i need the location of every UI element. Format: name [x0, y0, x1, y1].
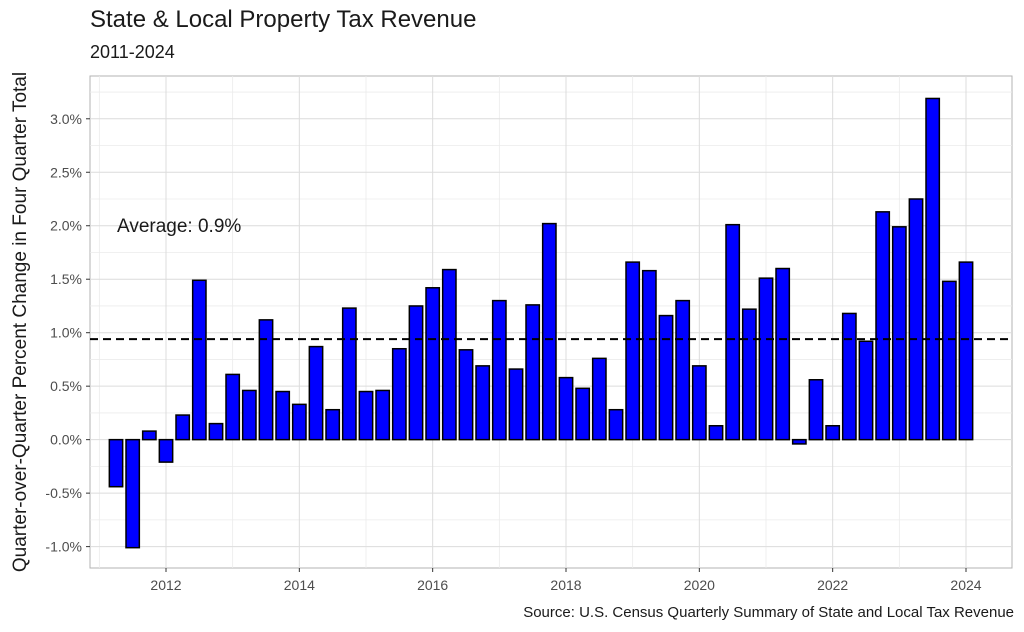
- bar: [575, 387, 591, 441]
- bar: [891, 226, 907, 441]
- bar: [875, 211, 891, 441]
- bar: [208, 422, 224, 441]
- bar: [341, 307, 357, 441]
- bar: [758, 277, 774, 441]
- y-tick-label: 1.0%: [50, 325, 82, 341]
- bar: [125, 438, 141, 549]
- bar: [308, 345, 324, 441]
- bar: [108, 438, 124, 488]
- x-tick-label: 2020: [684, 577, 715, 593]
- bar: [258, 319, 274, 441]
- bar: [391, 347, 407, 441]
- bar: [941, 280, 957, 441]
- bar: [408, 305, 424, 441]
- bar: [141, 430, 157, 441]
- bar: [775, 267, 791, 441]
- bar: [858, 340, 874, 441]
- x-tick-label: 2012: [150, 577, 181, 593]
- x-tick-label: 2022: [817, 577, 848, 593]
- x-tick-label: 2024: [950, 577, 981, 593]
- y-tick-label: 2.5%: [50, 164, 82, 180]
- bar: [608, 408, 624, 441]
- bar: [291, 403, 307, 441]
- bar: [375, 389, 391, 441]
- x-tick-label: 2016: [417, 577, 448, 593]
- bar: [425, 287, 441, 441]
- bar: [658, 314, 674, 441]
- bar: [241, 389, 257, 441]
- y-tick-label: -1.0%: [45, 539, 82, 555]
- bar: [691, 365, 707, 441]
- bar: [458, 349, 474, 441]
- source-caption: Source: U.S. Census Quarterly Summary of…: [523, 604, 1014, 621]
- bar: [741, 308, 757, 441]
- bar: [841, 312, 857, 441]
- bar: [158, 438, 174, 463]
- bar: [358, 390, 374, 441]
- bar: [675, 299, 691, 441]
- bar: [491, 299, 507, 441]
- bar: [625, 261, 641, 441]
- y-axis-ticks: -1.0% -0.5% 0.0% 0.5% 1.0% 1.5% 2.0% 2.5% 3.0%: [45, 111, 90, 555]
- chart-subtitle: 2011-2024: [90, 42, 175, 62]
- y-axis-label: Quarter-over-Quarter Percent Change in F…: [10, 72, 31, 572]
- bar: [475, 365, 491, 441]
- bar: [641, 269, 657, 441]
- bar: [925, 97, 941, 441]
- x-axis-ticks: 2012 2014 2016 2018 2020 2022 2024: [150, 568, 982, 593]
- x-tick-label: 2018: [550, 577, 581, 593]
- x-tick-label: 2014: [284, 577, 315, 593]
- bar: [508, 368, 524, 441]
- bar: [225, 373, 241, 441]
- bar: [791, 438, 807, 445]
- y-tick-label: 1.5%: [50, 271, 82, 287]
- bar: [191, 279, 207, 441]
- bar: [541, 222, 557, 441]
- y-tick-label: 0.5%: [50, 378, 82, 394]
- y-tick-label: -0.5%: [45, 485, 82, 501]
- bar: [958, 261, 974, 441]
- bar: [558, 376, 574, 441]
- average-label: Average: 0.9%: [117, 216, 241, 237]
- bars-group: [108, 97, 974, 549]
- bar: [441, 268, 457, 441]
- bar: [708, 424, 724, 441]
- y-tick-label: 3.0%: [50, 111, 82, 127]
- y-tick-label: 0.0%: [50, 432, 82, 448]
- bar: [325, 408, 341, 441]
- chart-title: State & Local Property Tax Revenue: [90, 6, 477, 33]
- bar: [825, 424, 841, 441]
- bar: [525, 304, 541, 441]
- bar: [591, 357, 607, 441]
- bar: [808, 379, 824, 441]
- y-tick-label: 2.0%: [50, 218, 82, 234]
- bar: [275, 390, 291, 441]
- bar: [725, 223, 741, 441]
- bar: [908, 198, 924, 441]
- bar: [175, 414, 191, 441]
